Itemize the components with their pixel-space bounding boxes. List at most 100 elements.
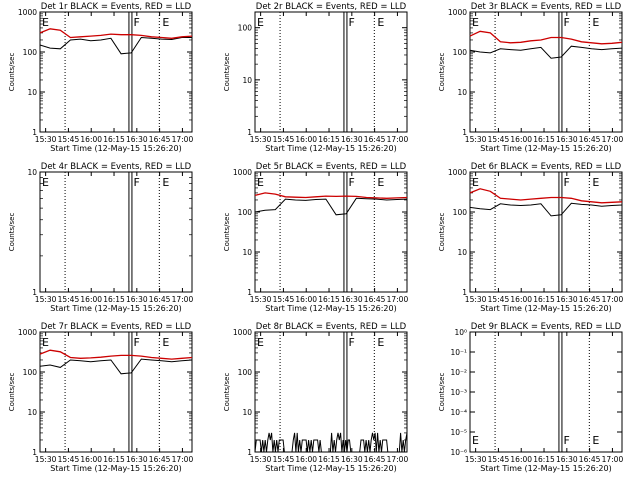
flag-label-e: E bbox=[42, 16, 49, 29]
series-line-events bbox=[469, 45, 623, 59]
y-tick-label: 100 bbox=[453, 208, 468, 217]
flag-label-e: E bbox=[162, 336, 169, 349]
flag-label-e: E bbox=[162, 176, 169, 189]
chart-title: Det 8r BLACK = Events, RED = LLD bbox=[256, 322, 407, 332]
x-tick-label: 15:30 bbox=[35, 295, 57, 304]
x-tick-label: 15:30 bbox=[250, 135, 272, 144]
x-axis-label: Start Time (12-May-15 15:26:20) bbox=[50, 304, 181, 313]
chart-title: Det 1r BLACK = Events, RED = LLD bbox=[41, 2, 192, 12]
chart-panel-det-7: Det 7r BLACK = Events, RED = LLD 1 10 100 10… bbox=[8, 322, 193, 473]
x-tick-label: 15:45 bbox=[58, 135, 80, 144]
chart-panel-det-2: Det 2r BLACK = Events, RED = LLD 1 10 100 Co… bbox=[223, 2, 408, 153]
flag-label-f: F bbox=[348, 16, 354, 29]
flag-label-e: E bbox=[592, 176, 599, 189]
chart-title: Det 3r BLACK = Events, RED = LLD bbox=[471, 2, 622, 12]
y-axis-label: Counts/sec bbox=[223, 53, 231, 92]
flag-label-e: E bbox=[42, 336, 49, 349]
x-tick-label: 15:45 bbox=[488, 295, 510, 304]
y-axis-label: Counts/sec bbox=[8, 213, 16, 252]
y-tick-label: 10 bbox=[27, 168, 37, 177]
x-tick-label: 17:00 bbox=[387, 295, 409, 304]
x-tick-label: 16:30 bbox=[126, 135, 148, 144]
flag-label-e: E bbox=[257, 16, 264, 29]
y-tick-label: 100 bbox=[23, 368, 38, 377]
y-axis-label: Counts/sec bbox=[438, 373, 446, 412]
x-tick-label: 16:45 bbox=[149, 455, 171, 464]
flag-label-f: F bbox=[133, 336, 139, 349]
series-line-lld bbox=[469, 188, 623, 204]
x-tick-label: 16:00 bbox=[295, 295, 317, 304]
series-line-lld bbox=[254, 192, 408, 199]
x-tick-label: 17:00 bbox=[602, 135, 624, 144]
x-tick-label: 16:00 bbox=[510, 455, 532, 464]
x-tick-label: 15:45 bbox=[58, 455, 80, 464]
x-tick-label: 16:15 bbox=[318, 455, 340, 464]
y-tick-label: 100 bbox=[238, 368, 253, 377]
flag-label-e: E bbox=[592, 16, 599, 29]
flag-label-e: E bbox=[472, 434, 479, 447]
x-tick-label: 17:00 bbox=[172, 455, 194, 464]
flag-label-e: E bbox=[377, 336, 384, 349]
y-tick-label: 1 bbox=[32, 448, 37, 457]
y-tick-label: 1000 bbox=[18, 328, 37, 337]
y-tick-label: 1 bbox=[247, 448, 252, 457]
y-tick-label: 10 bbox=[242, 248, 252, 257]
x-axis-label: Start Time (12-May-15 15:26:20) bbox=[480, 144, 611, 153]
y-axis-label: Counts/sec bbox=[223, 213, 231, 252]
x-tick-label: 17:00 bbox=[172, 135, 194, 144]
plot-frame bbox=[39, 171, 193, 293]
x-tick-label: 17:00 bbox=[602, 295, 624, 304]
y-tick-label: 10⁻¹ bbox=[450, 348, 467, 357]
y-tick-label: 10⁻⁶ bbox=[450, 448, 467, 457]
series-line-lld bbox=[469, 30, 623, 45]
y-tick-label: 1000 bbox=[233, 168, 252, 177]
x-tick-label: 15:45 bbox=[58, 295, 80, 304]
y-tick-label: 1 bbox=[247, 128, 252, 137]
chart-panel-det-8: Det 8r BLACK = Events, RED = LLD 1 10 100 10… bbox=[223, 322, 408, 473]
y-tick-label: 1 bbox=[32, 128, 37, 137]
chart-title: Det 6r BLACK = Events, RED = LLD bbox=[471, 162, 622, 172]
x-tick-label: 15:30 bbox=[465, 135, 487, 144]
y-tick-label: 10 bbox=[242, 408, 252, 417]
x-tick-label: 15:30 bbox=[35, 135, 57, 144]
series-line-events bbox=[254, 197, 408, 216]
x-tick-label: 16:45 bbox=[149, 295, 171, 304]
x-tick-label: 15:45 bbox=[488, 135, 510, 144]
y-axis-label: Counts/sec bbox=[438, 53, 446, 92]
x-tick-label: 16:45 bbox=[364, 295, 386, 304]
y-tick-label: 1 bbox=[32, 288, 37, 297]
x-tick-label: 16:45 bbox=[579, 455, 601, 464]
x-tick-label: 16:30 bbox=[556, 135, 578, 144]
x-tick-label: 16:45 bbox=[364, 135, 386, 144]
series-line-events bbox=[469, 202, 623, 217]
x-tick-label: 15:45 bbox=[273, 135, 295, 144]
x-tick-label: 17:00 bbox=[387, 455, 409, 464]
y-tick-label: 100 bbox=[238, 24, 253, 33]
flag-label-f: F bbox=[348, 176, 354, 189]
x-tick-label: 16:00 bbox=[510, 295, 532, 304]
y-tick-label: 1000 bbox=[18, 8, 37, 17]
plot-frame bbox=[254, 331, 408, 453]
chart-title: Det 9r BLACK = Events, RED = LLD bbox=[471, 322, 622, 332]
x-tick-label: 16:30 bbox=[341, 295, 363, 304]
x-tick-label: 16:45 bbox=[579, 135, 601, 144]
x-axis-label: Start Time (12-May-15 15:26:20) bbox=[480, 304, 611, 313]
y-tick-label: 10 bbox=[27, 88, 37, 97]
x-tick-label: 15:45 bbox=[273, 455, 295, 464]
y-tick-label: 10⁻² bbox=[450, 368, 467, 377]
y-tick-label: 1 bbox=[462, 288, 467, 297]
y-tick-label: 10⁰ bbox=[454, 328, 467, 337]
y-axis-label: Counts/sec bbox=[438, 213, 446, 252]
plot-frame bbox=[254, 171, 408, 293]
flag-label-e: E bbox=[377, 176, 384, 189]
x-tick-label: 16:00 bbox=[80, 295, 102, 304]
y-tick-label: 100 bbox=[23, 48, 38, 57]
y-tick-label: 1000 bbox=[448, 168, 467, 177]
series-line-lld bbox=[39, 28, 193, 39]
x-tick-label: 17:00 bbox=[387, 135, 409, 144]
x-tick-label: 16:15 bbox=[533, 455, 555, 464]
flag-label-f: F bbox=[133, 16, 139, 29]
x-tick-label: 16:30 bbox=[126, 455, 148, 464]
series-line-lld bbox=[39, 349, 193, 360]
x-tick-label: 16:45 bbox=[364, 455, 386, 464]
